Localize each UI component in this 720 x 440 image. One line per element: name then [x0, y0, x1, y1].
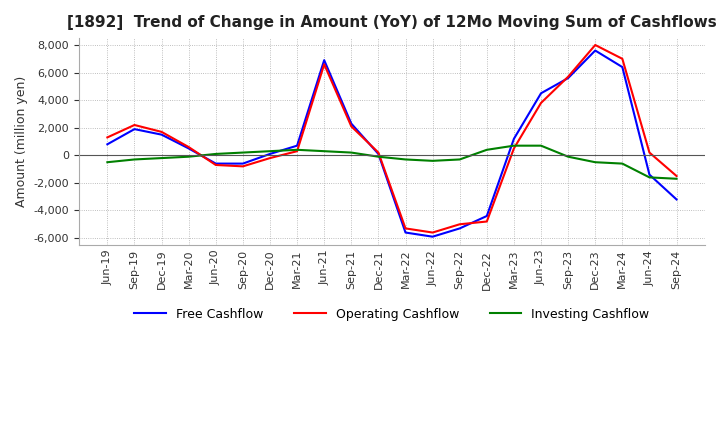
Free Cashflow	[184, 146, 193, 151]
Investing Cashflow	[401, 157, 410, 162]
Free Cashflow	[103, 142, 112, 147]
Line: Free Cashflow: Free Cashflow	[107, 51, 677, 237]
Operating Cashflow	[212, 162, 220, 168]
Free Cashflow	[212, 161, 220, 166]
Free Cashflow	[618, 64, 626, 70]
Investing Cashflow	[157, 155, 166, 161]
Operating Cashflow	[266, 155, 274, 161]
Y-axis label: Amount (million yen): Amount (million yen)	[15, 76, 28, 207]
Investing Cashflow	[293, 147, 302, 152]
Investing Cashflow	[320, 149, 328, 154]
Free Cashflow	[374, 151, 383, 157]
Free Cashflow	[401, 230, 410, 235]
Investing Cashflow	[130, 157, 139, 162]
Operating Cashflow	[293, 149, 302, 154]
Operating Cashflow	[645, 150, 654, 155]
Operating Cashflow	[564, 74, 572, 79]
Free Cashflow	[347, 121, 356, 126]
Investing Cashflow	[645, 175, 654, 180]
Operating Cashflow	[591, 42, 600, 48]
Free Cashflow	[320, 58, 328, 63]
Operating Cashflow	[238, 164, 247, 169]
Operating Cashflow	[374, 150, 383, 155]
Operating Cashflow	[401, 226, 410, 231]
Operating Cashflow	[428, 230, 437, 235]
Operating Cashflow	[130, 122, 139, 128]
Free Cashflow	[510, 136, 518, 141]
Free Cashflow	[591, 48, 600, 53]
Investing Cashflow	[591, 160, 600, 165]
Free Cashflow	[564, 76, 572, 81]
Operating Cashflow	[482, 219, 491, 224]
Operating Cashflow	[157, 129, 166, 135]
Free Cashflow	[130, 126, 139, 132]
Operating Cashflow	[320, 62, 328, 67]
Investing Cashflow	[536, 143, 545, 148]
Operating Cashflow	[347, 124, 356, 129]
Investing Cashflow	[212, 151, 220, 157]
Investing Cashflow	[184, 154, 193, 159]
Line: Investing Cashflow: Investing Cashflow	[107, 146, 677, 179]
Investing Cashflow	[428, 158, 437, 164]
Investing Cashflow	[266, 149, 274, 154]
Investing Cashflow	[374, 154, 383, 159]
Operating Cashflow	[672, 173, 681, 179]
Investing Cashflow	[455, 157, 464, 162]
Line: Operating Cashflow: Operating Cashflow	[107, 45, 677, 233]
Free Cashflow	[672, 197, 681, 202]
Free Cashflow	[238, 161, 247, 166]
Investing Cashflow	[564, 154, 572, 159]
Free Cashflow	[645, 172, 654, 177]
Operating Cashflow	[536, 100, 545, 106]
Title: [1892]  Trend of Change in Amount (YoY) of 12Mo Moving Sum of Cashflows: [1892] Trend of Change in Amount (YoY) o…	[67, 15, 717, 30]
Operating Cashflow	[184, 144, 193, 150]
Investing Cashflow	[618, 161, 626, 166]
Investing Cashflow	[482, 147, 491, 152]
Free Cashflow	[482, 213, 491, 219]
Operating Cashflow	[455, 222, 464, 227]
Investing Cashflow	[238, 150, 247, 155]
Investing Cashflow	[347, 150, 356, 155]
Operating Cashflow	[510, 146, 518, 151]
Free Cashflow	[428, 234, 437, 239]
Free Cashflow	[157, 132, 166, 137]
Operating Cashflow	[103, 135, 112, 140]
Operating Cashflow	[618, 56, 626, 62]
Free Cashflow	[266, 151, 274, 157]
Investing Cashflow	[672, 176, 681, 181]
Investing Cashflow	[103, 160, 112, 165]
Legend: Free Cashflow, Operating Cashflow, Investing Cashflow: Free Cashflow, Operating Cashflow, Inves…	[130, 303, 654, 326]
Free Cashflow	[536, 91, 545, 96]
Investing Cashflow	[510, 143, 518, 148]
Free Cashflow	[293, 143, 302, 148]
Free Cashflow	[455, 226, 464, 231]
